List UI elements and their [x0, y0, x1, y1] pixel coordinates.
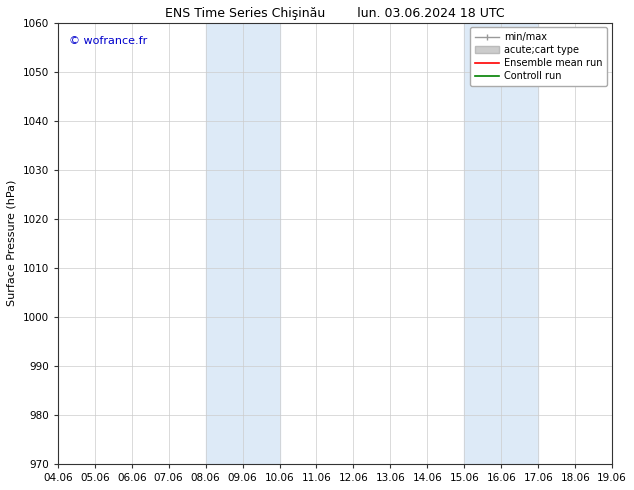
Y-axis label: Surface Pressure (hPa): Surface Pressure (hPa)	[7, 180, 17, 306]
Bar	[205, 23, 280, 464]
Title: ENS Time Series Chişinău        lun. 03.06.2024 18 UTC: ENS Time Series Chişinău lun. 03.06.2024…	[165, 7, 505, 20]
Bar	[464, 23, 538, 464]
Text: © wofrance.fr: © wofrance.fr	[69, 36, 147, 46]
Legend: min/max, acute;cart type, Ensemble mean run, Controll run: min/max, acute;cart type, Ensemble mean …	[470, 27, 607, 86]
